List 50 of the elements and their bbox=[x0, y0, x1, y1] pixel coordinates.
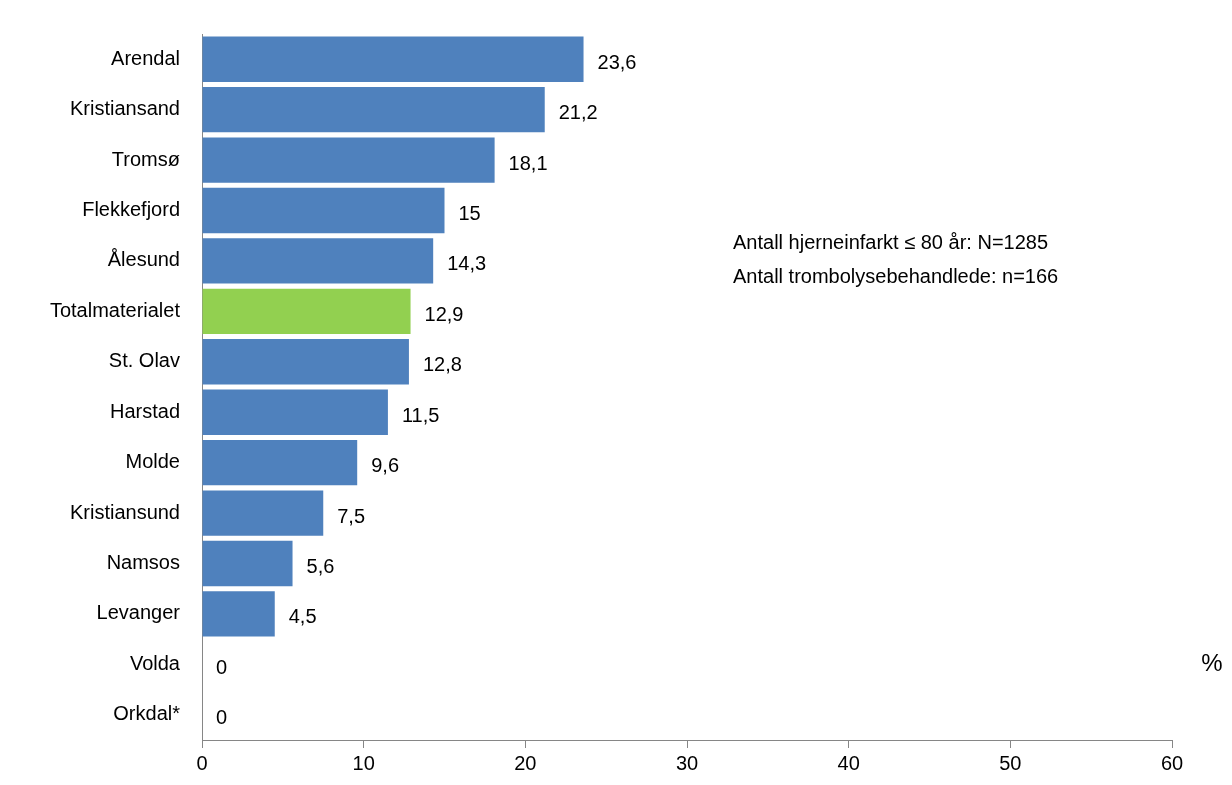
y-tick-label: Tromsø bbox=[111, 147, 180, 170]
x-tick-label: 30 bbox=[675, 751, 699, 774]
bar bbox=[202, 288, 411, 335]
y-tick-label: Molde bbox=[125, 450, 180, 473]
bar bbox=[202, 137, 495, 183]
bar bbox=[202, 339, 409, 385]
y-tick-label: St. Olav bbox=[108, 349, 180, 372]
data-label: 5,6 bbox=[306, 555, 335, 578]
y-tick-label: Volda bbox=[129, 651, 181, 674]
data-label: 12,8 bbox=[422, 353, 462, 376]
data-label: 23,6 bbox=[597, 50, 637, 73]
x-tick-label: 50 bbox=[999, 751, 1022, 774]
bar bbox=[202, 187, 445, 234]
bar bbox=[202, 36, 584, 82]
y-tick-label: Totalmaterialet bbox=[49, 298, 181, 321]
x-tick-label: 20 bbox=[514, 751, 537, 774]
annotation: Antall trombolysebehandlede: n=166 bbox=[733, 264, 1059, 287]
y-tick-label: Ålesund bbox=[107, 248, 180, 271]
y-tick-label: Kristiansand bbox=[69, 97, 180, 120]
data-label: 9,6 bbox=[371, 454, 400, 477]
y-tick-label: Flekkefjord bbox=[82, 198, 180, 221]
x-axis-title: % bbox=[1201, 648, 1223, 676]
bar bbox=[202, 86, 545, 133]
data-label: 14,3 bbox=[447, 252, 487, 275]
x-tick-label: 0 bbox=[196, 751, 208, 774]
data-label: 4,5 bbox=[288, 605, 317, 628]
bar bbox=[202, 238, 434, 284]
x-tick-label: 10 bbox=[352, 751, 375, 774]
y-tick-label: Kristiansund bbox=[69, 500, 180, 523]
data-label: 11,5 bbox=[401, 403, 440, 426]
y-tick-label: Orkdal* bbox=[113, 702, 181, 725]
x-tick-label: 60 bbox=[1160, 751, 1184, 774]
bar bbox=[202, 591, 275, 637]
bar bbox=[202, 389, 388, 435]
data-label: 21,2 bbox=[558, 101, 598, 124]
data-label: 0 bbox=[216, 655, 228, 678]
data-label: 0 bbox=[216, 706, 228, 729]
bar bbox=[202, 490, 324, 536]
bar bbox=[202, 439, 358, 486]
data-label: 18,1 bbox=[508, 151, 548, 174]
data-label: 15 bbox=[458, 202, 481, 225]
annotation: Antall hjerneinfarkt ≤ 80 år: N=1285 bbox=[733, 230, 1049, 253]
x-tick-label: 40 bbox=[837, 751, 860, 774]
data-label: 7,5 bbox=[337, 504, 366, 527]
y-tick-label: Arendal bbox=[111, 46, 180, 69]
bar bbox=[202, 540, 293, 587]
data-label: 12,9 bbox=[424, 302, 464, 325]
y-tick-label: Harstad bbox=[109, 399, 180, 422]
y-tick-label: Namsos bbox=[106, 551, 180, 574]
y-tick-label: Levanger bbox=[96, 601, 181, 624]
